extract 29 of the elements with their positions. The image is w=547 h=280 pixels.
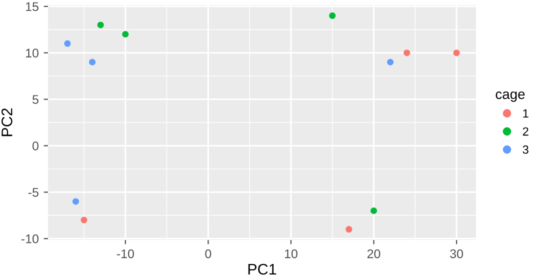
legend-label: 2 bbox=[522, 127, 528, 136]
point bbox=[329, 12, 336, 19]
point bbox=[80, 216, 88, 224]
y-tick-label: 5 bbox=[32, 95, 38, 104]
legend-label: 1 bbox=[523, 109, 528, 118]
point bbox=[370, 207, 378, 214]
legend-label: 3 bbox=[522, 145, 528, 154]
x-tick-label: 10 bbox=[284, 249, 298, 258]
y-tick-label: 15 bbox=[26, 2, 38, 12]
point bbox=[453, 50, 460, 56]
point bbox=[97, 22, 104, 28]
x-tick-label: 30 bbox=[450, 249, 464, 258]
point bbox=[346, 226, 352, 233]
x-tick-label: 20 bbox=[367, 249, 380, 258]
x-axis-title: PC1 bbox=[248, 264, 276, 275]
y-tick-label: -5 bbox=[28, 188, 38, 197]
y-tick-label: -10 bbox=[21, 234, 38, 244]
y-axis-title: PC2 bbox=[2, 108, 12, 136]
point bbox=[89, 58, 96, 66]
x-tick-label: 0 bbox=[205, 249, 212, 258]
point bbox=[64, 40, 71, 47]
y-tick-label: 0 bbox=[32, 142, 38, 150]
y-tick-label: 10 bbox=[26, 48, 38, 58]
point bbox=[122, 31, 129, 38]
point bbox=[72, 198, 79, 205]
point bbox=[387, 58, 394, 66]
x-tick-label: -10 bbox=[116, 249, 134, 258]
legend-title: cage bbox=[496, 91, 525, 102]
point bbox=[404, 50, 410, 56]
